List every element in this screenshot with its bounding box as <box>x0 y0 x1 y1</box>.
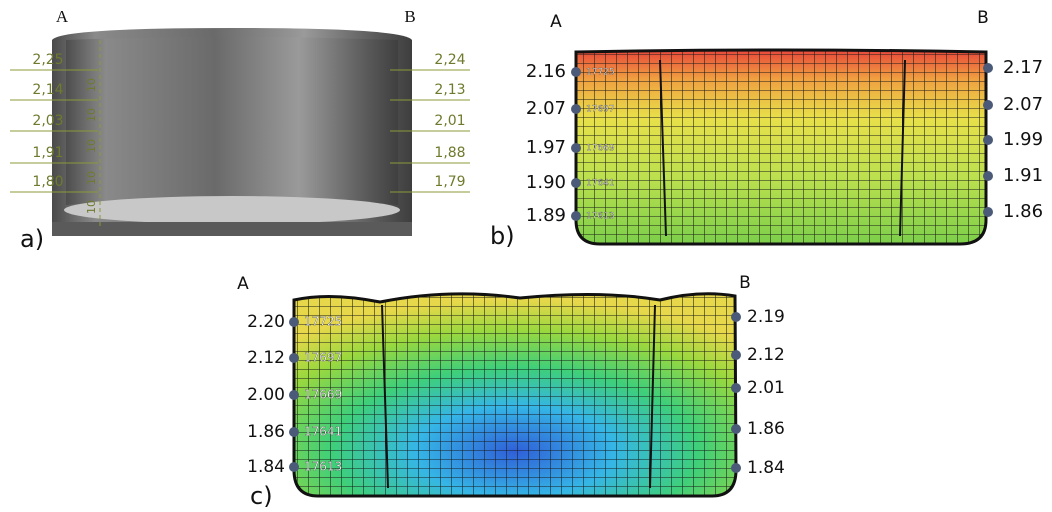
node-id: 17697 <box>586 105 615 115</box>
node-id: 17669 <box>304 388 342 402</box>
left-value: 1.97 <box>526 137 566 158</box>
node-dot <box>571 67 581 77</box>
left-value: 1,80 <box>32 174 63 190</box>
panel-label: a) <box>20 225 44 253</box>
node-id: 17641 <box>304 425 342 439</box>
node-dot <box>289 427 299 437</box>
spacing-label: 10 <box>85 78 98 92</box>
left-value: 2.00 <box>247 385 285 405</box>
right-value: 2,24 <box>434 52 465 68</box>
panel-label: b) <box>490 222 515 250</box>
right-value: 1,79 <box>434 174 465 190</box>
left-value: 1.89 <box>526 205 566 226</box>
node-id: 17669 <box>586 144 615 154</box>
right-value: 1.86 <box>747 419 785 439</box>
node-dot <box>731 424 741 434</box>
node-dot <box>289 462 299 472</box>
node-id: 17697 <box>304 351 342 365</box>
right-value: 2.07 <box>1003 94 1043 115</box>
mesh-c <box>294 294 736 496</box>
right-value: 2,13 <box>434 82 465 98</box>
panel-label: c) <box>250 482 273 510</box>
right-value: 1,88 <box>434 145 465 161</box>
cup-image <box>52 28 412 236</box>
right-value: 2.01 <box>747 378 785 398</box>
left-value: 1,91 <box>32 145 63 161</box>
mesh-b <box>576 50 986 244</box>
spacing-label: 10 <box>85 108 98 122</box>
node-dot <box>983 171 993 181</box>
end-label: A <box>237 274 249 294</box>
node-dot <box>289 390 299 400</box>
node-dot <box>731 350 741 360</box>
node-id: 17613 <box>586 212 615 222</box>
right-value: 1.86 <box>1003 201 1043 222</box>
right-value: 2,01 <box>434 113 465 129</box>
left-value: 1.86 <box>247 422 285 442</box>
left-value: 2.12 <box>247 348 285 368</box>
right-value: 2.12 <box>747 345 785 365</box>
node-dot <box>983 100 993 110</box>
node-dot <box>983 207 993 217</box>
left-value: 2,14 <box>32 82 63 98</box>
end-label: B <box>739 273 751 293</box>
node-id: 17725 <box>586 68 615 78</box>
node-dot <box>731 312 741 322</box>
spacing-label: 10 <box>85 171 98 185</box>
node-dot <box>571 178 581 188</box>
node-dot <box>731 463 741 473</box>
node-dot <box>571 104 581 114</box>
node-dot <box>731 383 741 393</box>
node-id: 17641 <box>586 179 615 189</box>
left-value: 1.90 <box>526 172 566 193</box>
right-value: 2.19 <box>747 307 785 327</box>
end-label: A <box>56 7 69 26</box>
left-value: 2,25 <box>32 52 63 68</box>
left-value: 2.16 <box>526 61 566 82</box>
left-value: 2.07 <box>526 98 566 119</box>
left-value: 2,03 <box>32 113 63 129</box>
node-dot <box>983 135 993 145</box>
end-label: A <box>550 12 562 32</box>
node-dot <box>983 63 993 73</box>
node-dot <box>571 211 581 221</box>
node-dot <box>571 143 581 153</box>
right-value: 1.99 <box>1003 129 1043 150</box>
node-id: 17725 <box>304 315 342 329</box>
spacing-label: 10 <box>85 139 98 153</box>
figure: a) A B 10 2,25 2,24 10 2,14 2,13 10 2,03 2,01 10 1,91… <box>0 0 1052 512</box>
end-label: B <box>404 7 415 26</box>
right-value: 1.91 <box>1003 165 1043 186</box>
node-dot <box>289 317 299 327</box>
end-label: B <box>977 8 989 28</box>
left-value: 2.20 <box>247 312 285 332</box>
spacing-label: 10 <box>85 200 98 214</box>
left-value: 1.84 <box>247 457 285 477</box>
right-value: 2.17 <box>1003 57 1043 78</box>
right-value: 1.84 <box>747 458 785 478</box>
node-dot <box>289 353 299 363</box>
node-id: 17613 <box>304 460 342 474</box>
